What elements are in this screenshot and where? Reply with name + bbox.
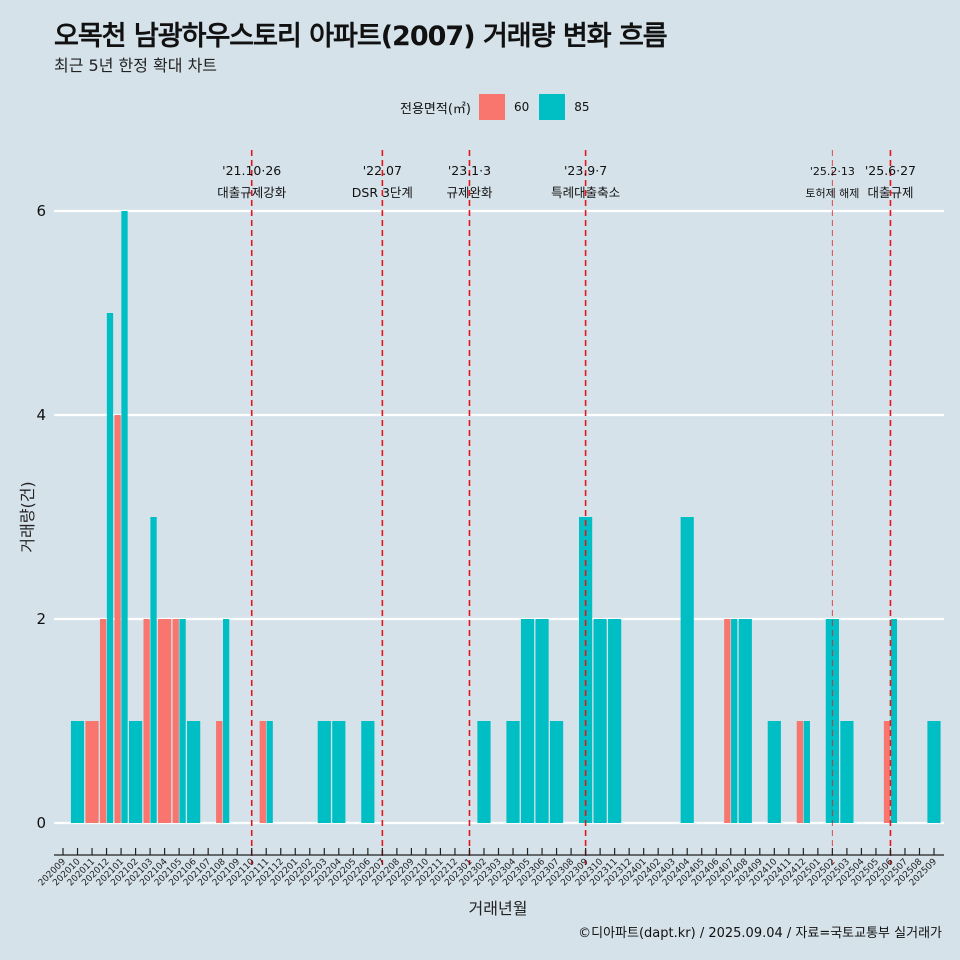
event-label-202207: DSR 3단계 xyxy=(352,185,413,200)
caption: ©디아파트(dapt.kr) / 2025.09.04 / 자료=국토교통부 실… xyxy=(578,926,942,941)
event-date-202301: '23.1·3 xyxy=(448,163,491,178)
y-tick-label: 2 xyxy=(36,610,46,628)
bar-85-202203 xyxy=(317,721,331,823)
bar-85-202204 xyxy=(332,721,346,823)
event-date-202207: '22.07 xyxy=(363,163,402,178)
bar-60-202011 xyxy=(85,721,99,823)
y-axis-title: 거래량(건) xyxy=(18,481,37,552)
bar-85-202306 xyxy=(535,619,549,823)
bar-85-202304 xyxy=(506,721,520,823)
y-tick-label: 6 xyxy=(36,202,46,220)
y-axis: 0 2 4 6 xyxy=(36,202,46,832)
bar-85-202503 xyxy=(840,721,854,823)
event-label-202309: 특례대출축소 xyxy=(551,185,620,200)
bars xyxy=(70,211,941,823)
bar-60-202012 xyxy=(99,619,107,823)
gridlines xyxy=(54,209,944,825)
legend-title: 전용면적(㎡) xyxy=(400,101,471,117)
x-axis-title: 거래년월 xyxy=(469,899,528,918)
legend-swatch-85 xyxy=(539,94,566,120)
event-date-202309: '23.9·7 xyxy=(564,163,607,178)
y-tick-label: 0 xyxy=(36,814,46,832)
bar-85-202101 xyxy=(121,211,128,823)
bar-85-202302 xyxy=(477,721,491,823)
chart-subtitle: 최근 5년 한정 확대 차트 xyxy=(54,56,218,75)
event-lines: '21.10·26 대출규제강화 '22.07 DSR 3단계 '23.1·3 규제완화 '… xyxy=(217,150,916,865)
bar-85-202106 xyxy=(187,721,201,823)
legend: 전용면적(㎡) 60 85 xyxy=(400,93,600,121)
bar-85-202108 xyxy=(222,619,230,823)
event-date-202110: '21.10·26 xyxy=(222,163,281,178)
bar-85-202111 xyxy=(266,721,273,823)
bar-85-202206 xyxy=(361,721,375,823)
y-tick-label: 4 xyxy=(36,406,46,424)
legend-swatch-60 xyxy=(478,94,505,120)
bar-85-202305 xyxy=(520,619,535,823)
bar-85-202408 xyxy=(738,619,752,823)
bar-60-202104 xyxy=(158,619,172,823)
bar-85-202407 xyxy=(731,619,738,823)
event-label-202502: 토허제 해제 xyxy=(805,186,859,200)
bar-85-202311 xyxy=(608,619,622,823)
chart-title: 오목천 남광하우스토리 아파트(2007) 거래량 변화 흐름 xyxy=(54,21,668,52)
bar-85-202412 xyxy=(803,721,810,823)
bar-85-202509 xyxy=(927,721,941,823)
x-axis: 2020092020102020112020122021012021022021… xyxy=(37,848,944,888)
legend-label-60: 60 xyxy=(513,100,530,114)
bar-60-202412 xyxy=(796,721,804,823)
bar-85-202307 xyxy=(549,721,564,823)
bar-60-202108 xyxy=(216,721,223,823)
bar-85-202103 xyxy=(150,517,157,823)
bar-60-202407 xyxy=(724,619,731,823)
bar-60-202506 xyxy=(883,721,891,823)
bar-85-202010 xyxy=(70,721,85,823)
bar-85-202102 xyxy=(128,721,143,823)
bar-85-202404 xyxy=(680,517,694,823)
event-date-202506: '25.6·27 xyxy=(865,163,916,178)
bar-85-202410 xyxy=(767,721,781,823)
event-date-202502: '25.2·13 xyxy=(810,165,855,178)
bar-85-202105 xyxy=(179,619,186,823)
bar-60-202103 xyxy=(143,619,150,823)
event-label-202301: 규제완화 xyxy=(446,185,493,200)
event-label-202110: 대출규제강화 xyxy=(217,185,287,200)
bar-85-202506 xyxy=(890,619,898,823)
bar-85-202310 xyxy=(593,619,607,823)
bar-60-202111 xyxy=(259,721,266,823)
legend-label-85: 85 xyxy=(574,100,590,114)
bar-85-202012 xyxy=(106,313,114,823)
bar-60-202101 xyxy=(114,415,121,823)
event-label-202506: 대출규제 xyxy=(867,185,913,200)
bar-60-202105 xyxy=(172,619,179,823)
